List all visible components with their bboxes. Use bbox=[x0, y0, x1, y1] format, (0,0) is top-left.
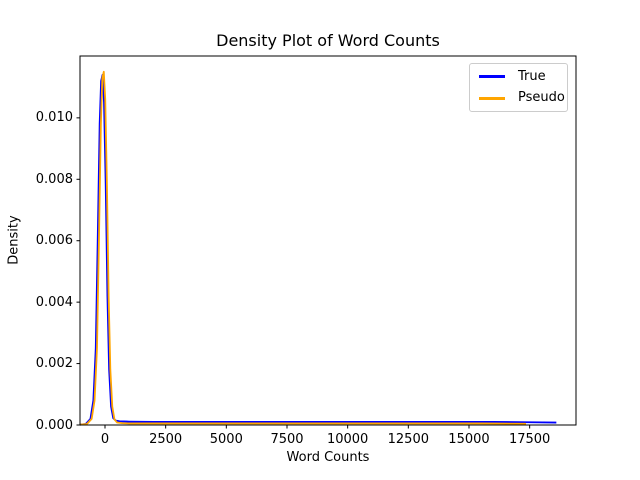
y-tick-label: 0.002 bbox=[35, 356, 73, 372]
x-tick-label: 7500 bbox=[270, 432, 304, 447]
y-tick-label: 0.004 bbox=[35, 294, 73, 310]
series-line-pseudo bbox=[79, 70, 527, 426]
legend: True Pseudo bbox=[469, 63, 568, 112]
x-tick-label: 5000 bbox=[209, 432, 243, 447]
legend-line-swatch-pseudo bbox=[479, 96, 505, 100]
y-axis-label: Density bbox=[6, 215, 22, 265]
series-line-true bbox=[79, 73, 557, 426]
y-tick-label: 0.010 bbox=[35, 110, 73, 126]
x-tick-label: 12500 bbox=[387, 432, 429, 447]
y-tick-label: 0.008 bbox=[35, 171, 73, 187]
x-axis-label: Word Counts bbox=[286, 450, 370, 465]
legend-entry-true: True bbox=[479, 68, 558, 86]
chart-title: Density Plot of Word Counts bbox=[216, 31, 440, 50]
legend-label-pseudo: Pseudo bbox=[518, 90, 565, 106]
x-tick-label: 0 bbox=[100, 432, 110, 447]
y-tick-label: 0.000 bbox=[35, 417, 73, 433]
legend-line-swatch-true bbox=[479, 75, 505, 79]
legend-entry-pseudo: Pseudo bbox=[479, 90, 565, 108]
x-tick-label: 10000 bbox=[326, 432, 369, 447]
x-tick-label: 17500 bbox=[508, 432, 551, 447]
x-tick-label: 2500 bbox=[149, 432, 183, 447]
legend-label-true: True bbox=[518, 68, 546, 84]
y-tick-label: 0.006 bbox=[35, 233, 73, 249]
x-tick-label: 15000 bbox=[448, 432, 490, 447]
